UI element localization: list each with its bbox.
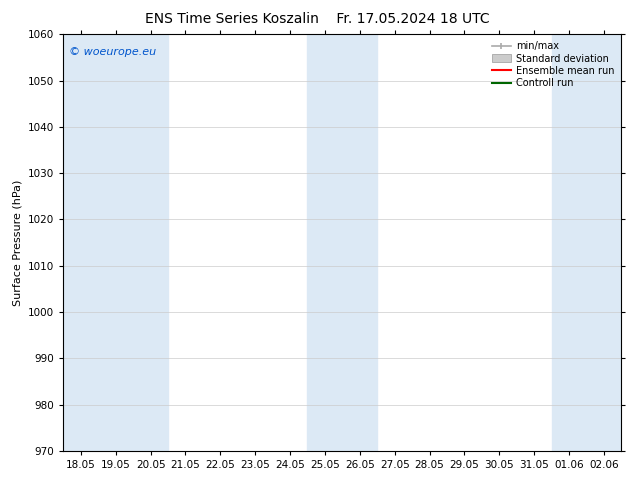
Legend: min/max, Standard deviation, Ensemble mean run, Controll run: min/max, Standard deviation, Ensemble me… bbox=[489, 39, 616, 90]
Bar bbox=[552, 34, 621, 451]
Text: ENS Time Series Koszalin    Fr. 17.05.2024 18 UTC: ENS Time Series Koszalin Fr. 17.05.2024 … bbox=[145, 12, 489, 26]
Text: © woeurope.eu: © woeurope.eu bbox=[69, 47, 156, 57]
Bar bbox=[63, 34, 168, 451]
Y-axis label: Surface Pressure (hPa): Surface Pressure (hPa) bbox=[13, 179, 23, 306]
Bar bbox=[307, 34, 377, 451]
